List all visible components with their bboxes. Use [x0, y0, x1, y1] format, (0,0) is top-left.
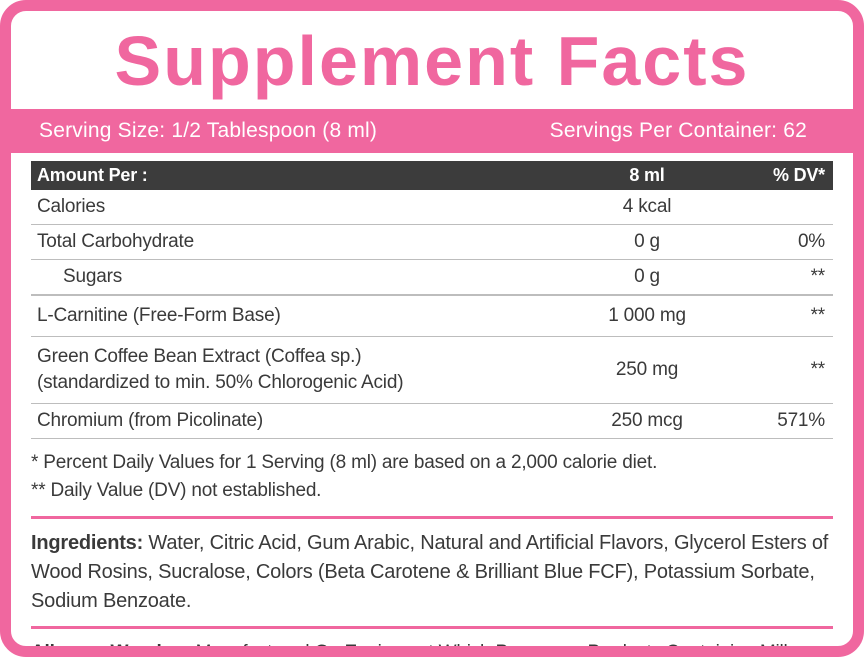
- title-block: Supplement Facts: [11, 11, 853, 109]
- facts-table: Amount Per : 8 ml % DV* Calories 4 kcal …: [31, 160, 833, 439]
- table-row-chromium: Chromium (from Picolinate) 250 mcg 571%: [31, 404, 833, 439]
- header-percent-dv: % DV*: [772, 164, 825, 185]
- nutrient-dv: **: [810, 265, 826, 287]
- nutrient-dv: 0%: [797, 230, 825, 252]
- nutrient-name: Total Carbohydrate: [37, 230, 194, 252]
- nutrient-name: Green Coffee Bean Extract (Coffea sp.) (…: [37, 344, 562, 395]
- nutrient-name-line2: (standardized to min. 50% Chlorogenic Ac…: [37, 371, 404, 393]
- table-row-l-carnitine: L-Carnitine (Free-Form Base) 1 000 mg **: [31, 296, 833, 337]
- table-row-sugars: Sugars 0 g **: [31, 260, 833, 296]
- allergen-block: Allergen Warning: Manufactured On Equipm…: [31, 639, 833, 657]
- nutrient-name: Calories: [37, 195, 106, 217]
- serving-size-label: Serving Size: 1/2 Tablespoon (8 ml): [39, 118, 378, 142]
- nutrient-name-line1: Green Coffee Bean Extract (Coffea sp.): [37, 345, 362, 367]
- allergen-text: Manufactured On Equipment Which Processe…: [195, 641, 798, 657]
- ingredients-text: Water, Citric Acid, Gum Arabic, Natural …: [31, 531, 829, 612]
- nutrient-amount: 0 g: [634, 265, 660, 287]
- table-row-green-coffee-extract: Green Coffee Bean Extract (Coffea sp.) (…: [31, 337, 833, 404]
- table-row-calories: Calories 4 kcal: [31, 190, 833, 225]
- nutrient-amount: 4 kcal: [622, 195, 672, 217]
- nutrient-amount: 0 g: [634, 230, 660, 252]
- divider: [31, 515, 833, 519]
- divider: [31, 625, 833, 629]
- footnotes: * Percent Daily Values for 1 Serving (8 …: [31, 449, 833, 506]
- ingredients-label: Ingredients:: [31, 531, 144, 554]
- nutrient-name: Chromium (from Picolinate): [37, 409, 264, 431]
- header-serving-amount: 8 ml: [629, 164, 665, 185]
- allergen-label: Allergen Warning:: [31, 641, 191, 657]
- serving-bar: Serving Size: 1/2 Tablespoon (8 ml) Serv…: [11, 108, 853, 153]
- nutrient-name: L-Carnitine (Free-Form Base): [37, 304, 281, 326]
- header-amount-per: Amount Per :: [37, 164, 148, 185]
- nutrient-dv: **: [810, 358, 826, 380]
- nutrient-amount: 250 mg: [615, 358, 679, 380]
- nutrient-dv: 571%: [777, 409, 825, 431]
- nutrient-dv: **: [810, 304, 826, 326]
- facts-table-header: Amount Per : 8 ml % DV*: [31, 160, 833, 190]
- footnote-dv-not-established: ** Daily Value (DV) not established.: [31, 480, 322, 501]
- nutrient-name: Sugars: [63, 265, 123, 287]
- table-row-total-carbohydrate: Total Carbohydrate 0 g 0%: [31, 225, 833, 260]
- nutrient-amount: 250 mcg: [611, 409, 683, 431]
- footnote-daily-values: * Percent Daily Values for 1 Serving (8 …: [31, 451, 658, 473]
- ingredients-block: Ingredients: Water, Citric Acid, Gum Ara…: [31, 529, 833, 616]
- nutrient-amount: 1 000 mg: [608, 304, 686, 326]
- servings-per-container-label: Servings Per Container: 62: [549, 118, 807, 142]
- page-title: Supplement Facts: [114, 22, 750, 100]
